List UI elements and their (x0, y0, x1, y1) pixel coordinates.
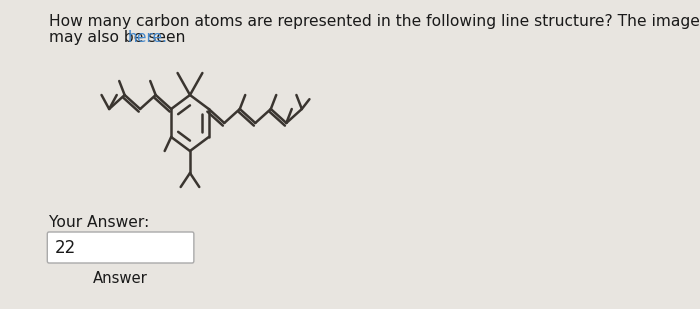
Text: Answer: Answer (93, 271, 148, 286)
Text: here.: here. (127, 30, 167, 45)
Text: may also be seen: may also be seen (49, 30, 190, 45)
Text: How many carbon atoms are represented in the following line structure? The image: How many carbon atoms are represented in… (49, 14, 700, 29)
Text: Your Answer:: Your Answer: (49, 215, 149, 230)
Text: 22: 22 (55, 239, 76, 256)
FancyBboxPatch shape (48, 232, 194, 263)
